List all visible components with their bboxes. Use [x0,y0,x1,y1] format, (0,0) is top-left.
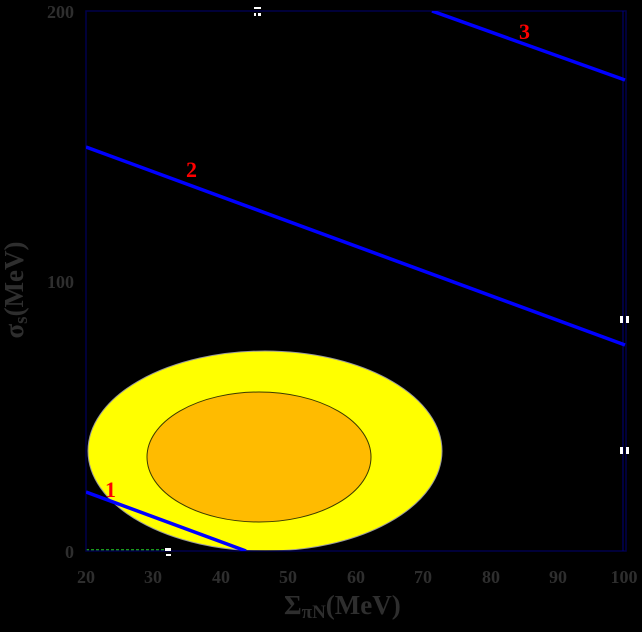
inner-ellipse [146,391,372,523]
confidence-regions [87,350,443,551]
line-label-3: 3 [519,19,530,44]
x-axis-title: ΣπN(MeV) [284,590,401,623]
y-tick-100: 100 [47,272,74,292]
x-tick-20: 20 [77,567,95,587]
line-1 [86,490,247,551]
y-axis-title: σs(MeV) [0,241,32,339]
x-tick-40: 40 [212,567,230,587]
x-tick-80: 80 [482,567,500,587]
x-tick-100: 100 [610,567,638,587]
axis-frame [85,10,627,552]
x-tick-30: 30 [144,567,162,587]
line-label-1: 1 [105,477,116,502]
x-tick-70: 70 [414,567,432,587]
x-tick-60: 60 [347,567,365,587]
line-3 [431,11,626,82]
y-tick-200: 200 [47,2,74,22]
line-label-2: 2 [186,157,197,182]
line-2 [86,145,626,347]
x-tick-90: 90 [549,567,567,587]
x-tick-50: 50 [279,567,297,587]
white-marks [165,7,629,556]
y-tick-0: 0 [65,542,74,562]
